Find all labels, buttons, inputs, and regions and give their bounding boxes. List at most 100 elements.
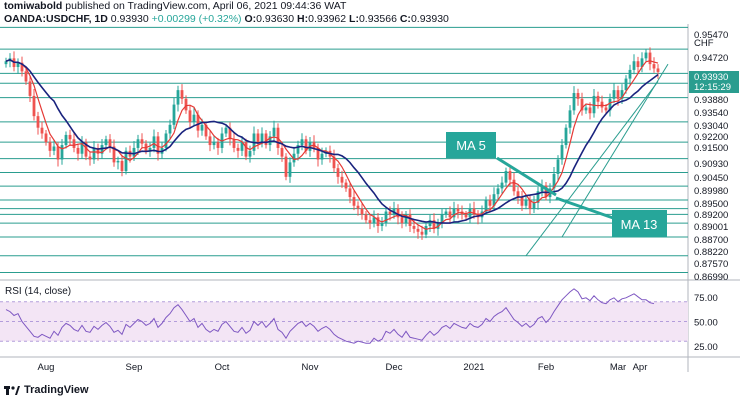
candle-body xyxy=(592,95,596,114)
candle-body xyxy=(112,146,116,163)
candle-body xyxy=(292,153,296,163)
candle-body xyxy=(188,110,192,122)
candle-body xyxy=(552,173,556,189)
candle-body xyxy=(356,205,360,209)
candle-body xyxy=(244,142,248,157)
candle-body xyxy=(96,147,100,154)
candle-body xyxy=(88,156,92,160)
candle-body xyxy=(360,208,364,215)
price-tick-label: 0.93540 xyxy=(694,108,728,119)
candle-body xyxy=(228,127,232,140)
candle-body xyxy=(304,139,308,151)
candle-body xyxy=(408,214,412,226)
price-tick-label: 0.92200 xyxy=(694,132,728,143)
price-tick-label: 0.95470 xyxy=(694,30,728,41)
candle-body xyxy=(612,90,616,99)
rsi-title: RSI (14, close) xyxy=(5,286,71,297)
candle-body xyxy=(508,171,512,180)
low-value: 0.93566 xyxy=(358,13,397,25)
ohlc-line: OANDA:USDCHF, 1D 0.93930 +0.00299 (+0.32… xyxy=(4,13,724,26)
candle-body xyxy=(440,214,444,224)
candle-body xyxy=(196,114,200,131)
candle-body xyxy=(484,199,488,212)
rsi-line xyxy=(5,288,655,344)
candle-body xyxy=(576,93,580,99)
ma5-callout-pointer xyxy=(496,156,557,197)
chart-header: tomiwabold published on TradingView.com,… xyxy=(4,0,724,26)
candle-body xyxy=(404,214,408,224)
candle-body xyxy=(24,71,28,82)
author-name[interactable]: tomiwabold xyxy=(4,0,63,12)
candle-body xyxy=(200,124,204,131)
price-tick-label: 0.87570 xyxy=(694,259,728,270)
time-tick-label: Nov xyxy=(302,362,319,373)
candle-body xyxy=(352,197,356,206)
publish-line: tomiwabold published on TradingView.com,… xyxy=(4,0,724,13)
candle-body xyxy=(284,156,288,177)
symbol-label: OANDA:USDCHF, 1D xyxy=(4,13,108,25)
price-tick-label: 0.86990 xyxy=(694,272,728,283)
candle-body xyxy=(536,191,540,203)
candle-body xyxy=(40,127,44,134)
published-text: published on TradingView.com, April 06, … xyxy=(65,0,347,12)
candle-body xyxy=(452,208,456,218)
candle-body xyxy=(448,211,452,218)
close-label: C: xyxy=(399,13,411,25)
candle-body xyxy=(604,107,608,111)
tradingview-footer: TradingView xyxy=(4,384,89,396)
candle-body xyxy=(472,208,476,215)
candle-body xyxy=(648,52,652,65)
candle-body xyxy=(500,182,504,189)
candle-body xyxy=(336,168,340,177)
ma5-callout-label: MA 5 xyxy=(456,138,486,153)
candle-body xyxy=(420,231,424,235)
time-tick-label: Aug xyxy=(38,362,55,373)
candle-body xyxy=(208,136,212,146)
candle-body xyxy=(316,147,320,160)
candle-body xyxy=(512,179,516,192)
rsi-tick-label: 25.00 xyxy=(694,342,718,353)
current-price-label: 0.93930 xyxy=(694,72,728,83)
candle-body xyxy=(464,214,468,218)
price-tick-label: 0.89001 xyxy=(694,222,728,233)
candle-body xyxy=(68,134,72,140)
candle-body xyxy=(544,185,548,198)
candle-body xyxy=(136,139,140,148)
open-label: O: xyxy=(244,13,257,25)
candle-body xyxy=(120,160,124,172)
candle-body xyxy=(272,127,276,137)
candle-body xyxy=(156,136,160,154)
candle-body xyxy=(116,160,120,163)
price-tick-label: 0.88700 xyxy=(694,235,728,246)
candle-body xyxy=(4,61,8,65)
tradingview-brand: TradingView xyxy=(24,384,89,396)
candle-body xyxy=(600,101,604,108)
candle-body xyxy=(532,202,536,209)
open-value: 0.93630 xyxy=(256,13,295,25)
time-tick-label: Feb xyxy=(538,362,554,373)
candle-body xyxy=(32,95,36,117)
ma13-callout-box xyxy=(612,210,667,237)
ma5-line xyxy=(5,59,659,231)
candle-body xyxy=(364,214,368,221)
candle-body xyxy=(372,217,376,224)
candle-body xyxy=(232,139,236,148)
ma13-callout-pointer xyxy=(555,196,617,221)
candle-body xyxy=(20,62,24,72)
trend-line-lower xyxy=(525,81,659,257)
candle-body xyxy=(300,139,304,146)
candle-body xyxy=(488,199,492,206)
candle-body xyxy=(588,107,592,114)
ma13-callout-label: MA 13 xyxy=(621,217,658,232)
candle-body xyxy=(224,127,228,134)
price-tick-label: 0.89200 xyxy=(694,210,728,221)
candle-body xyxy=(320,153,324,160)
candle-body xyxy=(184,98,188,111)
high-label: H: xyxy=(297,13,309,25)
time-tick-label: Mar xyxy=(610,362,626,373)
candle-body xyxy=(148,147,152,151)
candle-body xyxy=(256,133,260,143)
candle-body xyxy=(48,142,52,151)
candle-body xyxy=(248,150,252,157)
